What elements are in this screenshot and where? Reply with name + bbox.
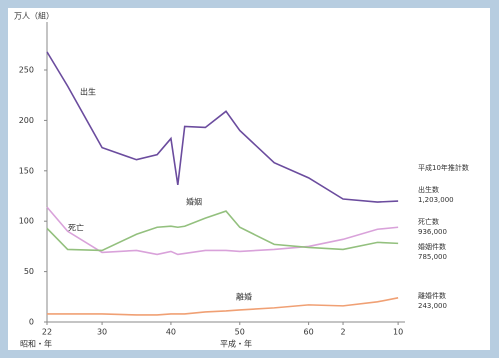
x-tick-label: 22 xyxy=(42,328,52,337)
annotation: 936,000 xyxy=(418,228,447,236)
x-tick-label: 2 xyxy=(340,328,345,337)
y-tick-label: 150 xyxy=(19,166,34,175)
series-label: 出生 xyxy=(80,87,96,97)
annotation: 1,203,000 xyxy=(418,196,454,204)
y-tick-label: 200 xyxy=(19,116,34,125)
y-tick-label: 250 xyxy=(19,66,34,75)
x-axis-label: 平成・年 xyxy=(220,339,252,349)
y-axis-label: 万人（組） xyxy=(14,11,54,21)
annotation: 平成10年推計数 xyxy=(418,163,469,172)
series-line xyxy=(46,51,399,203)
series-line xyxy=(47,297,399,316)
x-tick-label: 30 xyxy=(97,328,107,337)
series-label: 婚姻 xyxy=(186,197,202,207)
y-tick-label: 100 xyxy=(19,217,34,226)
series-label: 離婚 xyxy=(236,292,252,302)
series-label: 死亡 xyxy=(68,223,84,233)
annotation: 785,000 xyxy=(418,253,447,261)
annotation: 出生数 xyxy=(418,185,439,194)
x-axis-label: 昭和・年 xyxy=(20,339,52,349)
series-line xyxy=(46,206,399,256)
chart-panel xyxy=(8,8,490,350)
x-tick-label: 60 xyxy=(304,328,314,337)
x-tick-label: 50 xyxy=(235,328,245,337)
x-tick-label: 40 xyxy=(166,328,176,337)
annotation: 243,000 xyxy=(418,302,447,310)
annotation: 離婚件数 xyxy=(418,291,446,300)
annotation: 婚姻件数 xyxy=(418,242,446,251)
series-line xyxy=(46,210,399,252)
y-tick-label: 0 xyxy=(29,318,34,327)
x-tick-label: 10 xyxy=(393,328,403,337)
annotation: 死亡数 xyxy=(418,217,439,226)
y-tick-label: 50 xyxy=(24,267,34,276)
